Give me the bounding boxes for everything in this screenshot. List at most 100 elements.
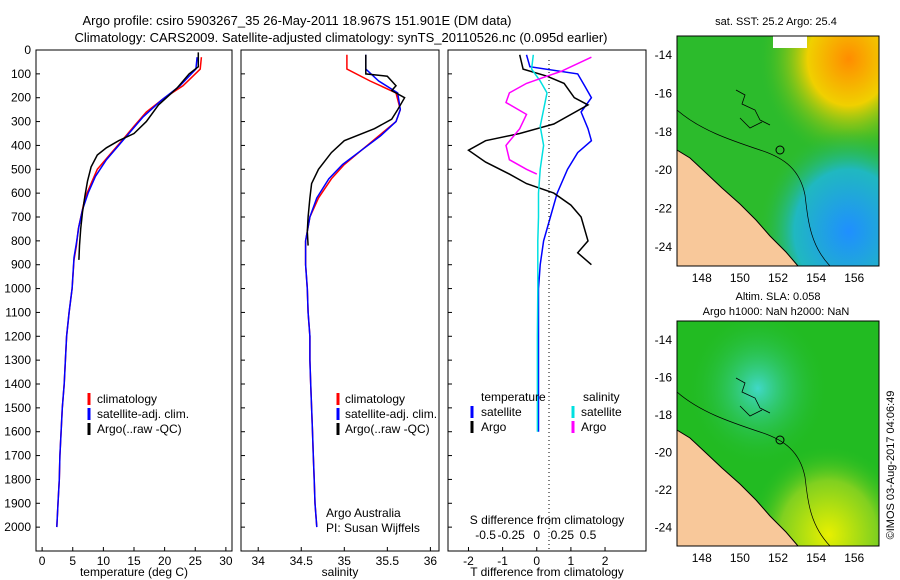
difference-series [467,54,593,432]
map-y-tick-label: -14 [655,48,673,62]
x-tick-label: 34.5 [290,554,314,568]
top-x-tick-label: 0.25 [551,528,575,542]
x-tick-label: 20 [158,554,172,568]
y-tick-label: 1900 [4,496,31,510]
map-y-tick-label: -18 [655,408,673,422]
sst-missing-data [773,36,807,48]
sla-reefs [735,377,771,417]
top-x-tick-label: 0 [533,528,540,542]
x-tick-label: -2 [463,554,474,568]
map-x-tick-label: 152 [768,551,788,565]
map-x-tick-label: 154 [806,551,826,565]
legend-label-argo: Argo(..raw -QC) [97,422,182,436]
argo-float-marker [775,435,785,445]
sla-isobath [677,391,831,546]
temperature-legend: climatology satellite-adj. clim. Argo(..… [87,392,189,436]
map-y-tick-label: -24 [655,520,673,534]
series-line-argo-raw-qc- [306,54,406,246]
y-tick-label: 800 [11,234,31,248]
x-tick-label: 15 [127,554,141,568]
y-tick-label: 1200 [4,329,31,343]
legend-label-t-argo: Argo [481,420,507,434]
x-tick-label: 2 [602,554,609,568]
y-tick-label: 300 [11,115,31,129]
salinity-plot-frame [240,49,440,552]
x-tick-label: 30 [219,554,233,568]
y-tick-label: 1700 [4,449,31,463]
s-difference-axis-label: S difference from climatology [470,513,625,527]
series-line-satellite-adj-clim- [56,57,198,528]
x-tick-label: 5 [69,554,76,568]
series-line-climatology [56,57,203,528]
legend-label-s-satellite: satellite [581,405,622,419]
sst-map-frame [676,35,880,267]
series-line-argo-raw-qc- [78,52,200,260]
map-x-tick-label: 156 [844,551,864,565]
t-difference-axis-label: T difference from climatology [470,565,624,579]
map-x-tick-label: 152 [768,271,788,285]
difference-x-ticks: -2 -1 0 1 2 [463,547,609,568]
x-tick-label: 10 [97,554,111,568]
x-tick-label: 0 [39,554,46,568]
top-x-tick-label: -0.25 [497,528,525,542]
y-tick-label: 500 [11,162,31,176]
y-tick-label: 1100 [5,305,31,319]
sst-map-title: sat. SST: 25.2 Argo: 25.4 [715,16,837,28]
sla-map-title-line1: Altim. SLA: 0.058 [736,291,821,303]
pi-label: PI: Susan Wijffels [326,521,420,535]
map-y-tick-label: -20 [655,445,673,459]
y-tick-label: 2000 [4,520,31,534]
legend-label-satellite: satellite-adj. clim. [97,407,189,421]
top-x-tick-label: -0.5 [475,528,496,542]
series-line-climatology [304,54,402,528]
temperature-axis-label: temperature (deg C) [80,565,188,579]
sla-map [677,321,879,546]
sst-land [677,150,798,266]
map-y-tick-label: -18 [655,125,673,139]
map-y-tick-label: -16 [655,370,673,384]
sst-map [677,36,879,266]
map-x-tick-label: 150 [730,271,750,285]
y-tick-label: 1800 [4,472,31,486]
y-tick-label: 700 [11,210,31,224]
map-x-tick-label: 150 [730,551,750,565]
map-x-tick-label: 148 [692,551,712,565]
sla-coastline [677,429,799,546]
series-line-salinity-satellite [530,54,548,432]
temperature-x-ticks: 0 5 10 15 20 25 30 [39,547,233,568]
y-tick-label: 400 [11,138,31,152]
salinity-x-ticks: 34 34.5 35 35.5 36 [252,547,438,568]
map-x-tick-label: 148 [692,271,712,285]
legend-header-temperature: temperature [481,390,546,404]
legend-label-climatology: climatology [97,392,157,406]
x-tick-label: 35 [338,554,352,568]
legend-header-salinity: salinity [583,390,620,404]
pressure-axis: 0 100 200 300 400 500 600 700 800 900 1000 1100 1200… [4,43,452,534]
y-tick-label: 1600 [4,425,31,439]
temperature-series [56,52,203,528]
map-x-tick-label: 154 [806,271,826,285]
series-line-satellite-adj-clim- [304,54,402,528]
legend-label-climatology: climatology [345,392,405,406]
sst-isobath [677,109,831,266]
y-tick-label: 1500 [4,401,31,415]
sst-coastline [677,149,799,266]
argo-float-marker [775,145,785,155]
map-y-tick-label: -14 [655,333,673,347]
difference-top-x-ticks: -0.5 -0.25 0 0.25 0.5 [475,528,596,542]
x-tick-label: -1 [497,554,508,568]
figure-title-line1: Argo profile: csiro 5903267_35 26-May-20… [82,13,511,28]
map-x-tick-label: 156 [844,271,864,285]
sst-map-ticks: 148 150 152 154 156 -14 -16 -18 -20 -22 -24 [655,48,865,285]
figure-title-line2: Climatology: CARS2009. Satellite-adjuste… [74,30,607,45]
x-tick-label: 36 [424,554,438,568]
y-tick-label: 1300 [4,353,31,367]
map-y-tick-label: -20 [655,163,673,177]
sst-reefs [735,89,771,129]
x-tick-label: 35.5 [376,554,400,568]
sla-map-frame [676,320,880,547]
x-tick-label: 1 [568,554,575,568]
series-line-salinity-argo [505,56,592,175]
y-tick-label: 600 [11,186,31,200]
